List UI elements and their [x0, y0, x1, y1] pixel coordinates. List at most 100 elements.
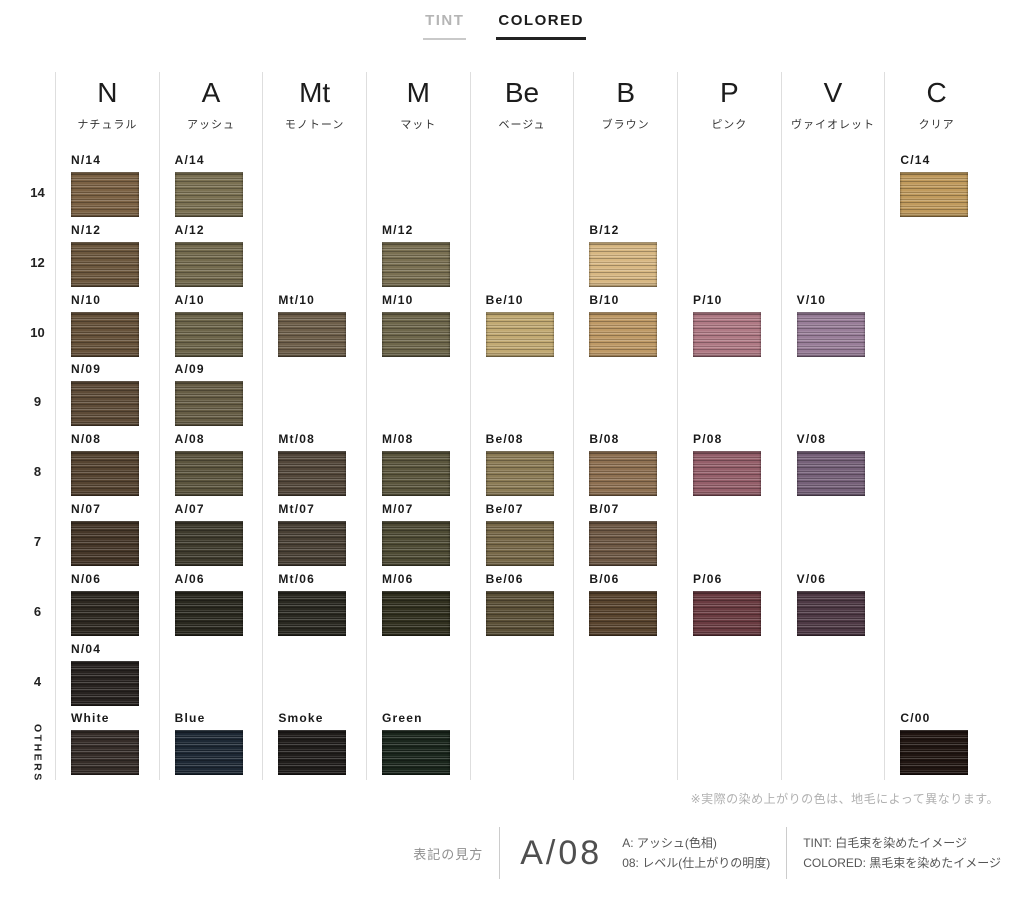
column-letter: Mt — [299, 77, 331, 108]
swatch-label: White — [71, 711, 110, 726]
tab-colored[interactable]: COLORED — [496, 10, 586, 40]
swatch-smoke — [278, 730, 347, 776]
grid-cell-p-10: P/10 — [676, 291, 781, 362]
grid-cell-p-12 — [676, 221, 781, 292]
swatch-a-09 — [174, 381, 243, 427]
swatch-label: N/09 — [71, 362, 102, 377]
grid-cell-n-8: N/08 — [55, 431, 159, 501]
grid-cell-p-8: P/08 — [676, 431, 781, 501]
legend-code-explanation: A: アッシュ(色相) 08: レベル(仕上がりの明度) — [622, 833, 770, 874]
view-tabs: TINT COLORED — [0, 10, 1009, 40]
grid-cell-b-4 — [573, 640, 677, 711]
swatch-white — [71, 730, 139, 776]
row-label-6: 6 — [33, 603, 42, 619]
grid-cell-v-6: V/06 — [780, 570, 885, 641]
swatch-label: A/08 — [174, 432, 205, 447]
disclaimer-note: ※実際の染め上がりの色は、地毛によって異なります。 — [690, 792, 999, 807]
swatch-p-10 — [692, 311, 761, 357]
legend-example-code: A/08 — [520, 833, 603, 872]
grid-cell-be-12 — [469, 221, 574, 292]
swatch-c-00 — [900, 730, 969, 776]
swatch-m-12 — [381, 241, 450, 287]
column-name-jp: ブラウン — [601, 118, 650, 131]
grid-cell-m-others: Green — [365, 710, 470, 781]
row-label-14: 14 — [30, 185, 45, 200]
column-letter: P — [719, 77, 739, 108]
swatch-label: P/06 — [692, 571, 723, 586]
grid-cell-b-9 — [573, 361, 677, 432]
swatch-n-08 — [71, 451, 139, 497]
column-name-jp: アッシュ — [186, 118, 235, 131]
grid-cell-m-8: M/08 — [365, 431, 470, 501]
swatch-label: A/10 — [174, 292, 205, 307]
legend-title: 表記の見方 — [413, 846, 484, 862]
grid-cell-c-others: C/00 — [884, 710, 988, 781]
grid-cell-p-7 — [676, 500, 781, 571]
grid-cell-c-9 — [884, 361, 988, 432]
swatch-label: M/10 — [381, 292, 414, 307]
column-name-jp: マット — [400, 118, 437, 131]
grid-cell-a-others: Blue — [158, 710, 263, 781]
swatch-m-07 — [381, 520, 450, 566]
column-header-c: C クリア — [884, 72, 988, 152]
grid-cell-a-14: A/14 — [158, 152, 263, 222]
swatch-label: M/07 — [381, 501, 414, 516]
grid-cell-m-14 — [365, 152, 470, 222]
swatch-n-10 — [71, 311, 139, 357]
swatch-label: B/10 — [589, 292, 620, 307]
grid-cell-p-9 — [676, 361, 781, 432]
swatch-a-14 — [174, 172, 243, 217]
grid-cell-m-12: M/12 — [365, 221, 470, 292]
grid-cell-mt-14 — [262, 152, 366, 222]
swatch-label: V/08 — [796, 432, 827, 447]
grid-cell-v-9 — [780, 361, 885, 432]
grid-cell-be-others — [469, 710, 574, 781]
swatch-n-06 — [71, 590, 139, 636]
column-header-v: V ヴァイオレット — [780, 72, 885, 152]
grid-cell-v-7 — [780, 500, 885, 571]
column-name-jp: ヴァイオレット — [790, 118, 875, 131]
grid-cell-a-4 — [158, 640, 263, 711]
swatch-label: A/14 — [174, 153, 205, 167]
grid-cell-mt-6: Mt/06 — [262, 570, 366, 641]
swatch-b-06 — [589, 590, 658, 636]
column-letter: M — [406, 77, 430, 108]
column-letter: N — [97, 77, 118, 108]
grid-cell-b-others — [573, 710, 677, 781]
tab-tint[interactable]: TINT — [423, 10, 467, 40]
swatch-label: A/06 — [174, 571, 205, 586]
swatch-p-08 — [692, 451, 761, 497]
swatch-a-07 — [174, 520, 243, 566]
swatch-mt-08 — [278, 451, 347, 497]
grid-cell-a-7: A/07 — [158, 500, 263, 571]
swatch-label: B/07 — [589, 501, 620, 516]
swatch-label: N/12 — [71, 222, 102, 237]
grid-cell-m-10: M/10 — [365, 291, 470, 362]
column-letter: Be — [504, 77, 540, 108]
legend-divider — [786, 827, 788, 880]
grid-cell-mt-9 — [262, 361, 366, 432]
swatch-label: B/12 — [589, 222, 620, 237]
column-header-b: B ブラウン — [573, 72, 677, 152]
swatch-mt-07 — [278, 520, 347, 566]
legend-level-line: 08: レベル(仕上がりの明度) — [622, 856, 771, 871]
notation-legend: 表記の見方 A/08 A: アッシュ(色相) 08: レベル(仕上がりの明度) … — [0, 827, 1001, 880]
grid-cell-b-10: B/10 — [573, 291, 677, 362]
grid-cell-mt-8: Mt/08 — [262, 431, 366, 501]
swatch-label: N/04 — [71, 641, 102, 656]
row-label-7: 7 — [33, 533, 42, 549]
swatch-label: M/06 — [381, 571, 414, 586]
column-letter: B — [616, 77, 635, 108]
swatch-label: Smoke — [278, 711, 324, 726]
grid-cell-c-8 — [884, 431, 988, 501]
swatch-m-10 — [381, 311, 450, 357]
column-name-jp: ナチュラル — [77, 118, 138, 131]
grid-cell-a-9: A/09 — [158, 361, 263, 432]
swatch-label: M/12 — [381, 222, 414, 237]
grid-cell-be-6: Be/06 — [469, 570, 574, 641]
swatch-label: Green — [381, 711, 423, 726]
swatch-b-10 — [589, 311, 658, 357]
grid-cell-a-6: A/06 — [158, 570, 263, 641]
column-name-jp: モノトーン — [284, 118, 345, 131]
row-label-12: 12 — [30, 254, 45, 270]
